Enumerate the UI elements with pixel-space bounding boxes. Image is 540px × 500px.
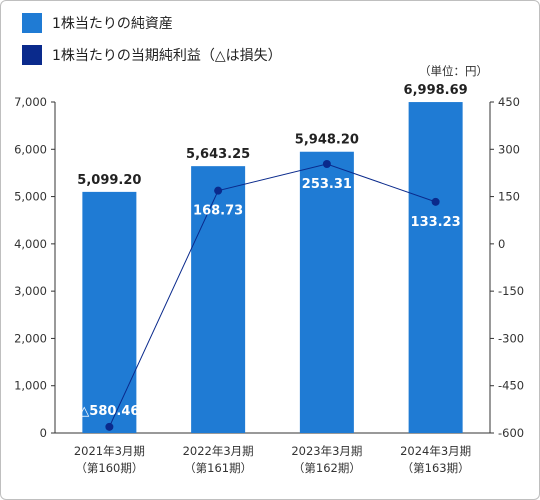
x-category-label: （第162期） xyxy=(293,461,361,475)
x-category-label: （第160期） xyxy=(75,461,143,475)
y-left-tick-label: 6,000 xyxy=(14,142,47,156)
y-left-tick-label: 7,000 xyxy=(14,95,47,109)
y-left-tick-label: 4,000 xyxy=(14,237,47,251)
net-income-point xyxy=(322,160,331,169)
legend: 1株当たりの純資産 1株当たりの当期純利益（△は損失） xyxy=(22,12,282,76)
bar xyxy=(299,151,354,433)
bar-value-label: 5,099.20 xyxy=(77,173,141,188)
bar-value-label: 5,643.25 xyxy=(186,147,250,162)
x-category-label: 2023年3月期 xyxy=(291,444,362,458)
x-category-label: 2024年3月期 xyxy=(400,444,471,458)
legend-swatch-net-income xyxy=(22,45,42,65)
legend-label-net-assets: 1株当たりの純資産 xyxy=(52,16,173,32)
bar xyxy=(191,166,246,433)
x-category-label: （第163期） xyxy=(402,461,470,475)
x-category-label: （第161期） xyxy=(184,461,252,475)
x-category-label: 2022年3月期 xyxy=(183,444,254,458)
bar-value-label: 5,948.20 xyxy=(295,133,359,148)
legend-label-net-income: 1株当たりの当期純利益（△は損失） xyxy=(52,48,282,64)
net-income-point xyxy=(105,422,114,431)
net-income-point xyxy=(431,197,440,206)
legend-item-net-assets: 1株当たりの純資産 xyxy=(22,12,282,34)
bar xyxy=(82,191,137,433)
y-right-tick-label: -600 xyxy=(498,426,524,440)
y-right-tick-label: 450 xyxy=(498,95,520,109)
y-left-tick-label: 1,000 xyxy=(14,379,47,393)
net-income-value-label: △580.46 xyxy=(79,404,139,419)
bar-value-label: 6,998.69 xyxy=(404,83,468,98)
y-right-tick-label: -300 xyxy=(498,331,524,345)
y-left-tick-label: 5,000 xyxy=(14,190,47,204)
y-right-tick-label: -450 xyxy=(498,379,524,393)
net-income-line xyxy=(108,163,436,428)
y-left-tick-label: 0 xyxy=(40,426,47,440)
unit-label: （単位：円） xyxy=(419,64,488,78)
net-income-value-label: 253.31 xyxy=(302,177,352,192)
net-income-value-label: 133.23 xyxy=(411,215,461,230)
legend-item-net-income: 1株当たりの当期純利益（△は損失） xyxy=(22,44,282,66)
y-right-tick-label: -150 xyxy=(498,284,524,298)
y-left-tick-label: 2,000 xyxy=(14,331,47,345)
y-left-tick-label: 3,000 xyxy=(14,284,47,298)
y-right-tick-label: 0 xyxy=(498,237,505,251)
y-right-tick-label: 300 xyxy=(498,142,520,156)
net-income-point xyxy=(214,186,223,195)
y-right-tick-label: 150 xyxy=(498,190,520,204)
net-income-value-label: 168.73 xyxy=(193,204,243,219)
x-category-label: 2021年3月期 xyxy=(74,444,145,458)
legend-swatch-net-assets xyxy=(22,13,42,33)
bar xyxy=(408,102,463,433)
